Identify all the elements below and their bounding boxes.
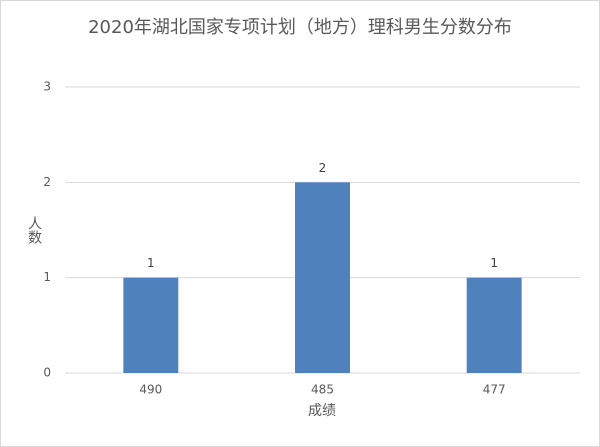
bar bbox=[295, 182, 350, 373]
y-tick-label: 1 bbox=[43, 270, 51, 284]
y-tick-label: 0 bbox=[43, 366, 51, 380]
bar bbox=[466, 277, 522, 373]
bar bbox=[123, 277, 179, 373]
y-tick-label: 3 bbox=[43, 80, 51, 94]
data-label: 1 bbox=[147, 256, 155, 270]
data-label: 2 bbox=[319, 161, 327, 175]
y-tick-label: 2 bbox=[43, 175, 51, 189]
x-axis-label: 成绩 bbox=[308, 403, 336, 419]
chart-title: 2020年湖北国家专项计划（地方）理科男生分数分布 bbox=[88, 17, 512, 38]
y-axis-label: 人数 bbox=[26, 216, 42, 244]
x-tick-label: 485 bbox=[311, 383, 334, 397]
x-tick-label: 490 bbox=[139, 383, 162, 397]
data-label: 1 bbox=[490, 256, 498, 270]
x-tick-label: 477 bbox=[483, 383, 506, 397]
